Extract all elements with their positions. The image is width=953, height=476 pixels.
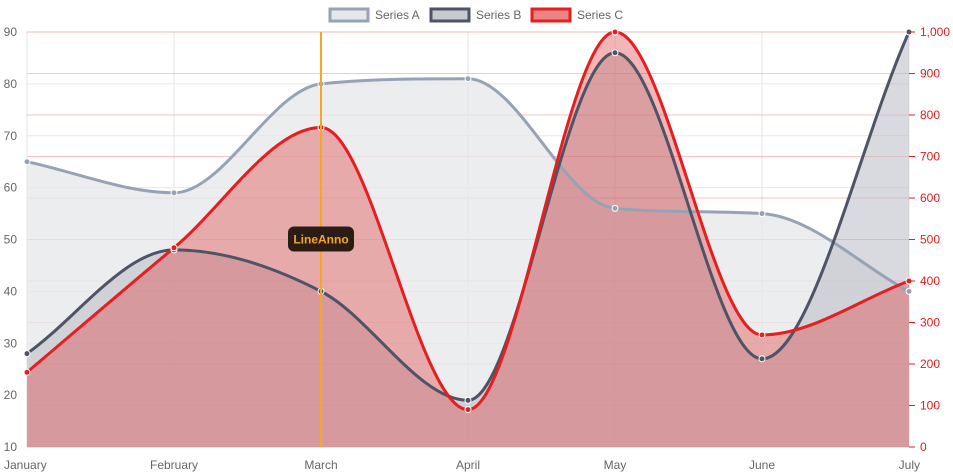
series-b-area (27, 32, 909, 447)
area-layer (27, 32, 909, 447)
x-tick-label: January (4, 458, 47, 472)
y-left-tick-label: 80 (4, 77, 18, 91)
legend-label: Series B (476, 8, 521, 22)
y-right-tick-label: 500 (920, 233, 940, 247)
series-c-area (27, 32, 909, 447)
y-right-tick-label: 200 (920, 357, 940, 371)
series-a-point-may[interactable] (611, 204, 619, 212)
y-left-tick-label: 90 (4, 25, 18, 39)
legend-swatch (530, 7, 572, 23)
y-left-tick-label: 30 (4, 336, 18, 350)
y-right-tick-label: 0 (920, 440, 927, 454)
y-right-tick-label: 700 (920, 150, 940, 164)
series-c-point-april[interactable] (464, 406, 472, 414)
y-right-tick-label: 900 (920, 67, 940, 81)
series-a-point-january[interactable] (23, 158, 31, 166)
y-right-tick-label: 1,000 (920, 25, 950, 39)
series-c-point-june[interactable] (758, 331, 766, 339)
x-tick-label: July (899, 458, 920, 472)
y-left-tick-label: 40 (4, 284, 18, 298)
legend-label: Series C (577, 8, 623, 22)
annotation-label-background (288, 226, 354, 252)
series-a-point-july[interactable] (905, 287, 913, 295)
y-right-tick-label: 300 (920, 316, 940, 330)
y-right-tick-label: 600 (920, 191, 940, 205)
x-tick-label: June (749, 458, 775, 472)
legend-swatch (328, 7, 370, 23)
series-a-point-april[interactable] (464, 75, 472, 83)
y-left-tick-label: 10 (4, 440, 18, 454)
x-tick-label: February (150, 458, 198, 472)
x-tick-label: March (304, 458, 337, 472)
y-left-tick-label: 20 (4, 388, 18, 402)
legend-label: Series A (375, 8, 420, 22)
x-tick-label: April (456, 458, 480, 472)
series-b-point-january[interactable] (23, 350, 31, 358)
y-left-tick-label: 70 (4, 129, 18, 143)
series-b-point-april[interactable] (464, 396, 472, 404)
legend-item-series-c[interactable]: Series C (530, 7, 623, 23)
legend: Series A Series B Series C (328, 7, 623, 23)
series-c-point-january[interactable] (23, 368, 31, 376)
y-axis-left: 10 20 30 40 50 60 70 80 90 (4, 25, 18, 454)
legend-item-series-a[interactable]: Series A (328, 7, 420, 23)
series-c-line (26, 30, 910, 412)
y-axis-right: 0 100 200 300 400 500 600 700 800 900 1,000 (909, 25, 950, 454)
legend-swatch (429, 7, 471, 23)
y-right-tick-label: 800 (920, 108, 940, 122)
series-a-point-february[interactable] (170, 189, 178, 197)
series-a-point-june[interactable] (758, 210, 766, 218)
series-c-point-february[interactable] (170, 244, 178, 252)
series-b-point-may[interactable] (611, 49, 619, 57)
y-left-tick-label: 50 (4, 233, 18, 247)
series-b-point-june[interactable] (758, 355, 766, 363)
legend-item-series-b[interactable]: Series B (429, 7, 521, 23)
annotation-layer: LineAnno (288, 32, 354, 447)
x-tick-label: May (604, 458, 627, 472)
y-right-tick-label: 400 (920, 274, 940, 288)
y-left-tick-label: 60 (4, 181, 18, 195)
x-axis: January February March April May June July (4, 458, 920, 472)
series-c-point-may[interactable] (611, 28, 619, 36)
annotation-label: LineAnno (293, 233, 348, 247)
y-right-tick-label: 100 (920, 399, 940, 413)
